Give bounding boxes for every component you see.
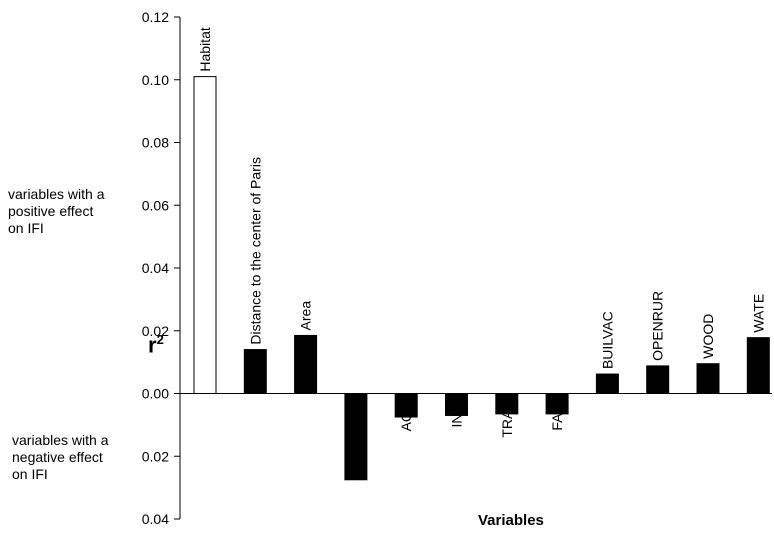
- y-tick-label: 0.10: [142, 72, 169, 88]
- negative-line-3: on IFI: [12, 466, 48, 482]
- y-ticks: 0.04 0.02 0.00 0.02 0.04 0.06 0.08 0.10 0.12: [142, 9, 180, 527]
- bar-distance-to-the-center-of-paris: [243, 349, 267, 395]
- bar-wood: [696, 363, 720, 395]
- bar-coll: [344, 393, 368, 481]
- bar-faci: [545, 393, 569, 415]
- negative-line-2: negative effect: [12, 449, 103, 465]
- bar-openrur: [646, 365, 670, 395]
- axes: [179, 17, 772, 519]
- bar-acti: [394, 393, 418, 418]
- bar-labels: Habitat Distance to the center of Paris Ar…: [197, 27, 766, 437]
- bar-label: Habitat: [197, 27, 213, 71]
- y-axis-label-text: r: [148, 332, 157, 358]
- positive-line-2: positive effect: [8, 203, 94, 219]
- positive-line-3: on IFI: [8, 220, 44, 236]
- bar-label: TRAN: [499, 400, 515, 438]
- bar-label: FACI: [549, 400, 565, 431]
- y-tick-label: 0.12: [142, 9, 169, 25]
- positive-line-1: variables with a: [8, 186, 105, 202]
- bar-label: INDI: [449, 400, 465, 428]
- bar-label: Area: [298, 301, 314, 331]
- y-axis-label-superscript: 2: [156, 332, 164, 347]
- y-tick-label: 0.08: [142, 135, 169, 151]
- positive-effect-annotation: variables with a positive effect on IFI: [8, 186, 158, 237]
- bar-label: WATE: [750, 294, 766, 333]
- bars: [193, 76, 770, 481]
- y-tick-label: 0.02: [142, 448, 169, 464]
- x-axis-label: Variables: [478, 512, 544, 529]
- bar-indi: [445, 393, 468, 416]
- bar-wate: [746, 337, 770, 394]
- y-tick-label: 0.02: [142, 323, 169, 339]
- bar-area: [294, 334, 318, 394]
- y-tick-label: 0.04: [142, 511, 169, 527]
- bar-builvac: [595, 373, 619, 394]
- bar-label: BUILVAC: [599, 311, 615, 369]
- bar-label: OPENRUR: [650, 291, 666, 361]
- bar-label: WOOD: [700, 314, 716, 359]
- bar-label: Distance to the center of Paris: [247, 157, 263, 345]
- bar-habitat: [193, 76, 217, 395]
- y-tick-label: 0.04: [142, 260, 169, 276]
- bar-tran: [495, 393, 519, 415]
- bar-label: ACTI: [398, 400, 414, 432]
- negative-effect-annotation: variables with a negative effect on IFI: [12, 432, 162, 483]
- bar-label: COLL: [348, 399, 364, 436]
- y-tick-label: 0.00: [142, 386, 169, 402]
- y-axis-label: r2: [148, 332, 164, 358]
- negative-line-1: variables with a: [12, 432, 109, 448]
- y-tick-label: 0.06: [142, 197, 169, 213]
